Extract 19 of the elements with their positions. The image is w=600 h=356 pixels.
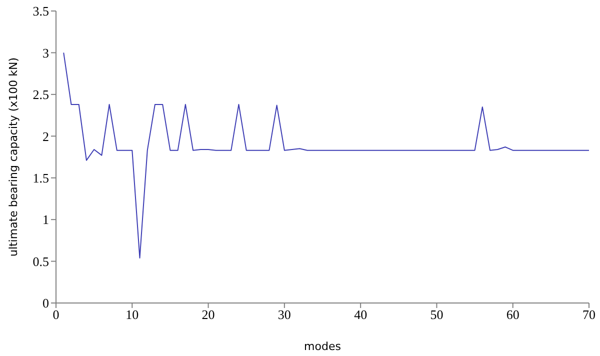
x-tick-label: 10: [126, 307, 139, 322]
x-tick-label: 70: [582, 307, 596, 322]
x-tick-label: 30: [278, 307, 291, 322]
y-tick-label: 1.5: [32, 170, 49, 186]
line-series: [63, 52, 589, 258]
y-tick-label: 2.5: [32, 87, 49, 102]
x-tick-label: 60: [506, 307, 520, 322]
x-axis-title: modes: [304, 340, 342, 353]
x-tick-label: 0: [52, 307, 60, 322]
y-tick-label: 0.5: [32, 254, 49, 269]
y-tick-label: 1: [42, 212, 49, 228]
x-tick-label: 20: [202, 307, 215, 322]
y-tick-label: 0: [42, 296, 49, 311]
y-tick-label: 3.5: [32, 4, 49, 19]
y-tick-label: 2: [42, 128, 49, 144]
x-tick-label: 40: [354, 307, 368, 322]
y-axis-title: ultimate bearing capacity (x100 kN): [6, 57, 20, 257]
y-tick-label: 3: [42, 45, 49, 60]
x-tick-label: 50: [430, 307, 444, 322]
